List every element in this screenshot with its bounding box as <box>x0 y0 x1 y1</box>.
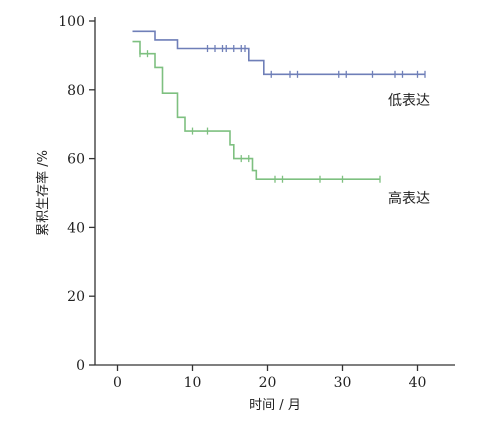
y-ticks: 0 20 40 60 80 100 <box>58 14 95 374</box>
series-line-1 <box>132 40 380 180</box>
series-line-0 <box>132 30 425 76</box>
series-label-high: 高表达 <box>388 190 430 207</box>
x-tick-label: 0 <box>113 375 122 391</box>
series-label-low: 低表达 <box>388 93 430 109</box>
y-tick-label: 100 <box>58 14 85 30</box>
x-tick-label: 10 <box>184 375 202 391</box>
x-ticks: 0 10 20 30 40 <box>113 365 426 391</box>
y-tick-label: 60 <box>67 152 85 168</box>
y-axis-title: 累积生存率 /% <box>35 150 51 236</box>
y-tick-label: 20 <box>67 289 85 305</box>
y-tick-label: 40 <box>67 220 85 236</box>
y-tick-label: 0 <box>76 358 85 374</box>
x-tick-label: 20 <box>259 375 277 391</box>
y-tick-label: 80 <box>67 83 85 99</box>
x-axis-title: 时间 / 月 <box>249 398 301 413</box>
axes <box>94 17 455 366</box>
series-layer <box>132 30 426 183</box>
x-tick-label: 40 <box>409 375 427 391</box>
x-tick-label: 30 <box>334 375 352 391</box>
